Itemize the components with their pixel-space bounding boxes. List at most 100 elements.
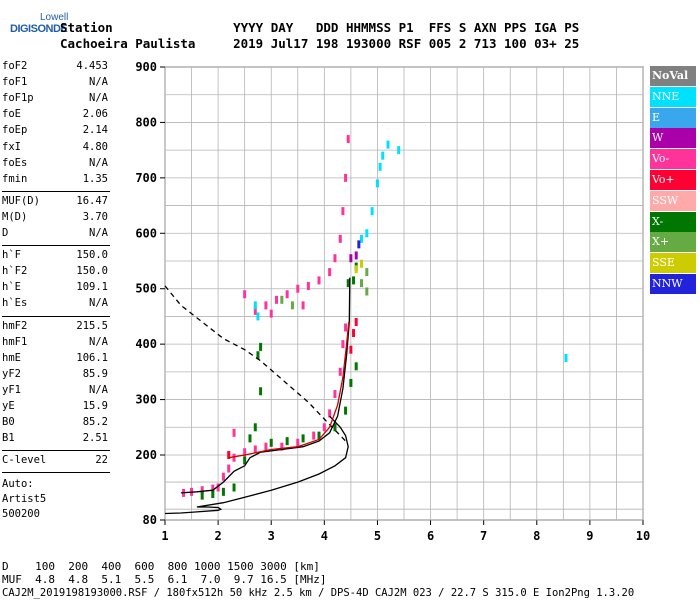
param-key: h`Es [2, 297, 28, 310]
legend-item: SSE [650, 253, 696, 274]
echo-mark [227, 464, 231, 473]
param-key: yE [2, 400, 15, 412]
auto-line: Auto: [2, 478, 34, 491]
legend-item: X+ [650, 232, 696, 253]
param-value: N/A [89, 227, 108, 239]
echo-mark [232, 483, 236, 492]
legend-item: NoVal [650, 66, 696, 86]
y-tick-label: 80 [143, 513, 157, 527]
y-tick-label: 400 [135, 337, 157, 351]
param-key: foF1p [2, 92, 34, 105]
echo-mark [285, 290, 289, 299]
echo-mark [317, 431, 321, 440]
echo-mark [269, 309, 273, 318]
param-row: h`F 150.0 [2, 249, 108, 265]
echo-mark [338, 367, 342, 376]
echo-mark [216, 483, 220, 492]
echo-mark [360, 279, 364, 288]
param-value: 109.1 [76, 281, 108, 294]
echo-mark [365, 268, 369, 277]
echo-mark [243, 456, 247, 465]
param-key: MUF(D) [2, 194, 40, 207]
muf-table-values: MUF 4.8 4.8 5.1 5.5 6.1 7.0 9.7 16.5 [MH… [2, 573, 327, 586]
param-value: N/A [89, 335, 108, 348]
muf-table-distances: D 100 200 400 600 800 1000 1500 3000 [km… [2, 560, 320, 573]
echo-mark [232, 428, 236, 437]
param-key: fmin [2, 172, 28, 185]
legend: NoVal NNE E W Vo- Vo+ SSW X- X+ SSE NNW [650, 66, 696, 295]
echo-mark [352, 329, 356, 338]
param-row: fmin 1.35 [2, 173, 108, 189]
param-key: foEs [2, 156, 28, 169]
param-row: foF2 4.453 [2, 60, 108, 76]
echo-mark [256, 351, 260, 360]
param-value: 4.453 [76, 60, 108, 72]
y-tick-label: 300 [135, 393, 157, 407]
logo-line2: DIGISONDE [10, 23, 68, 35]
param-separator [2, 245, 110, 247]
echo-mark [354, 251, 358, 260]
param-key: D [2, 227, 9, 239]
y-tick-label: 800 [135, 115, 157, 129]
x-tick-label: 4 [321, 529, 328, 543]
param-value: N/A [89, 383, 108, 396]
echo-mark [397, 146, 401, 155]
param-key: fxI [2, 140, 21, 153]
param-row: yE 15.9 [2, 400, 108, 416]
param-key: B0 [2, 416, 15, 429]
param-key: C-level [2, 454, 47, 467]
param-value: N/A [89, 156, 108, 169]
y-tick-label: 500 [135, 282, 157, 296]
echo-mark [243, 290, 247, 299]
echo-mark [296, 438, 300, 447]
header-line2: Cachoeira Paulista 2019 Jul17 198 193000… [60, 36, 580, 51]
echo-mark [344, 323, 348, 332]
ionogram-chart: 1 2 3 4 5 6 7 8 9 10 80 200 300 400 500 600 700 800 900 [135, 60, 650, 543]
param-row: foE 2.06 [2, 108, 108, 124]
legend-item: X- [650, 211, 696, 232]
echo-mark [360, 259, 364, 268]
echo-mark [360, 234, 364, 243]
param-value: N/A [89, 297, 108, 310]
profile-curve [164, 285, 347, 442]
param-key: foF2 [2, 60, 28, 72]
echo-mark [280, 442, 284, 451]
x-tick-label: 6 [427, 529, 434, 543]
param-key: foEp [2, 124, 28, 137]
x-tick-label: 5 [374, 529, 381, 543]
lowell-digisonde-logo: Lowell DIGISONDE [2, 12, 68, 42]
echo-mark [352, 276, 356, 285]
param-value: 16.47 [76, 194, 108, 207]
echo-mark [296, 284, 300, 293]
echo-mark [354, 265, 358, 274]
muf-table: D 100 200 400 600 800 1000 1500 3000 [km… [2, 560, 327, 586]
echo-mark [365, 229, 369, 238]
param-value: 2.06 [82, 108, 108, 121]
param-separator [2, 450, 110, 452]
auto-line: 500200 [2, 508, 40, 521]
param-row: M(D) 3.70 [2, 211, 108, 227]
param-row: yF2 85.9 [2, 368, 108, 384]
echo-mark [256, 312, 260, 321]
param-key: yF2 [2, 367, 21, 380]
param-row: MUF(D) 16.47 [2, 195, 108, 211]
echo-mark [357, 240, 361, 249]
echo-mark [317, 276, 321, 285]
param-key: hmF1 [2, 335, 28, 348]
x-tick-label: 3 [268, 529, 275, 543]
echo-mark [381, 151, 385, 160]
echo-mark [564, 354, 568, 362]
echo-mark [301, 434, 305, 443]
echo-mark [346, 279, 350, 288]
echo-mark [344, 173, 348, 182]
param-key: foE [2, 108, 21, 121]
param-value: N/A [89, 92, 108, 105]
echo-mark [200, 491, 204, 500]
echo-mark [365, 287, 369, 296]
param-value: N/A [89, 76, 108, 89]
echo-mark [253, 445, 257, 454]
legend-item: Vo+ [650, 169, 696, 190]
x-tick-label: 8 [533, 529, 540, 543]
x-tick-label: 1 [161, 529, 168, 543]
profile-curve [164, 415, 349, 515]
